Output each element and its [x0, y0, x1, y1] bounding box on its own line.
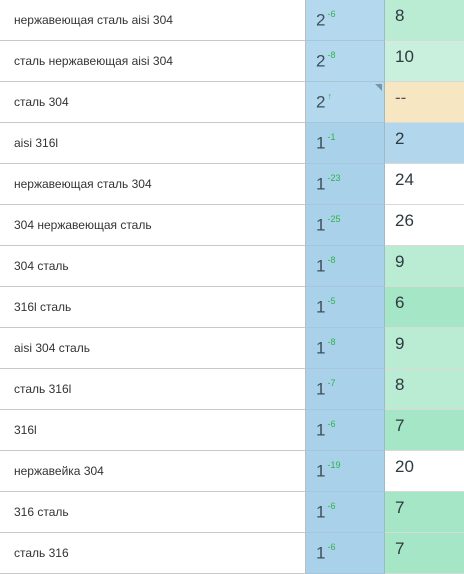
corner-marker-icon — [375, 84, 382, 91]
count-cell: 6 — [385, 287, 464, 328]
position-change: -8 — [327, 255, 336, 265]
keyword-cell[interactable]: сталь 316l — [0, 369, 306, 410]
table-row: сталь 316l 1 -7 8 — [0, 369, 464, 410]
keyword-cell[interactable]: 316l сталь — [0, 287, 306, 328]
table-row: 316l 1 -6 7 — [0, 410, 464, 451]
keyword-cell[interactable]: 304 сталь — [0, 246, 306, 287]
position-cell: 2 ↑ — [306, 82, 385, 123]
table-row: сталь 316 1 -6 7 — [0, 533, 464, 574]
count-cell: 7 — [385, 492, 464, 533]
table-row: нержавеющая сталь 304 1 -23 24 — [0, 164, 464, 205]
keyword-cell[interactable]: aisi 304 сталь — [0, 328, 306, 369]
table-row: 304 нержавеющая сталь 1 -25 26 — [0, 205, 464, 246]
keyword-cell[interactable]: нержавейка 304 — [0, 451, 306, 492]
position-value: 1 — [316, 338, 326, 358]
count-cell: 20 — [385, 451, 464, 492]
position-cell: 1 -8 — [306, 246, 385, 287]
position-cell: 1 -1 — [306, 123, 385, 164]
keyword-cell[interactable]: нержавеющая сталь aisi 304 — [0, 0, 306, 41]
position-value: 1 — [316, 461, 326, 481]
count-cell: -- — [385, 82, 464, 123]
position-value: 1 — [316, 133, 326, 153]
position-change: -6 — [327, 501, 336, 511]
count-cell: 9 — [385, 246, 464, 287]
position-value: 1 — [316, 420, 326, 440]
position-cell: 1 -6 — [306, 492, 385, 533]
position-change: -23 — [327, 173, 341, 183]
position-value: 1 — [316, 215, 326, 235]
position-value: 1 — [316, 502, 326, 522]
table-row: 316 сталь 1 -6 7 — [0, 492, 464, 533]
position-cell: 1 -6 — [306, 533, 385, 574]
position-value: 1 — [316, 297, 326, 317]
position-value: 1 — [316, 379, 326, 399]
position-value: 1 — [316, 543, 326, 563]
position-value: 2 — [316, 92, 326, 112]
table-row: нержавеющая сталь aisi 304 2 -6 8 — [0, 0, 464, 41]
position-change: -6 — [327, 419, 336, 429]
keyword-cell[interactable]: сталь 316 — [0, 533, 306, 574]
position-change: -5 — [327, 296, 336, 306]
keyword-cell[interactable]: aisi 316l — [0, 123, 306, 164]
position-change: -19 — [327, 460, 341, 470]
count-cell: 2 — [385, 123, 464, 164]
table-row: aisi 316l 1 -1 2 — [0, 123, 464, 164]
position-value: 1 — [316, 174, 326, 194]
position-change: -6 — [327, 542, 336, 552]
position-change: -8 — [327, 337, 336, 347]
position-cell: 1 -7 — [306, 369, 385, 410]
position-cell: 1 -23 — [306, 164, 385, 205]
keyword-cell[interactable]: 316 сталь — [0, 492, 306, 533]
trend-up-arrow-icon: ↑ — [327, 91, 332, 101]
position-cell: 2 -8 — [306, 41, 385, 82]
table-row: нержавейка 304 1 -19 20 — [0, 451, 464, 492]
table-row: сталь нержавеющая aisi 304 2 -8 10 — [0, 41, 464, 82]
count-cell: 9 — [385, 328, 464, 369]
table-row: сталь 304 2 ↑ -- — [0, 82, 464, 123]
position-cell: 1 -19 — [306, 451, 385, 492]
keyword-cell[interactable]: сталь 304 — [0, 82, 306, 123]
position-value: 1 — [316, 256, 326, 276]
table-row: 316l сталь 1 -5 6 — [0, 287, 464, 328]
count-cell: 8 — [385, 369, 464, 410]
count-cell: 7 — [385, 533, 464, 574]
count-cell: 7 — [385, 410, 464, 451]
position-cell: 1 -8 — [306, 328, 385, 369]
position-change: -8 — [327, 50, 336, 60]
keyword-cell[interactable]: 304 нержавеющая сталь — [0, 205, 306, 246]
position-cell: 1 -6 — [306, 410, 385, 451]
keyword-cell[interactable]: 316l — [0, 410, 306, 451]
position-value: 2 — [316, 51, 326, 71]
keyword-cell[interactable]: нержавеющая сталь 304 — [0, 164, 306, 205]
position-change: -6 — [327, 9, 336, 19]
count-cell: 24 — [385, 164, 464, 205]
position-value: 2 — [316, 10, 326, 30]
table-row: 304 сталь 1 -8 9 — [0, 246, 464, 287]
position-change: -1 — [327, 132, 336, 142]
table-row: aisi 304 сталь 1 -8 9 — [0, 328, 464, 369]
position-change: -25 — [327, 214, 341, 224]
position-change: -7 — [327, 378, 336, 388]
position-cell: 1 -25 — [306, 205, 385, 246]
count-cell: 10 — [385, 41, 464, 82]
count-cell: 26 — [385, 205, 464, 246]
position-cell: 1 -5 — [306, 287, 385, 328]
position-cell: 2 -6 — [306, 0, 385, 41]
count-cell: 8 — [385, 0, 464, 41]
keyword-cell[interactable]: сталь нержавеющая aisi 304 — [0, 41, 306, 82]
